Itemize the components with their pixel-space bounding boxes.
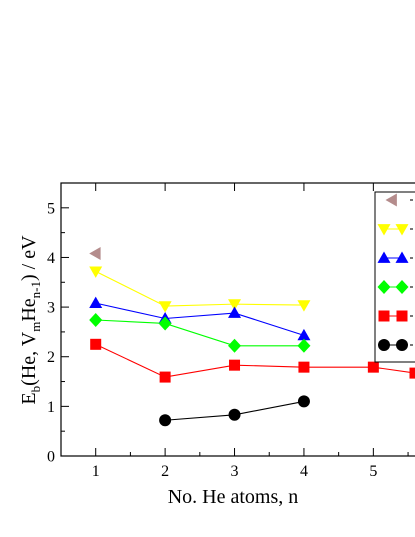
x-axis-title: No. He atoms, n [168,486,299,508]
legend-marker [395,224,409,236]
data-point [228,338,242,353]
y-tick-label: 5 [47,200,55,217]
ticks [60,183,409,457]
data-point [89,296,103,308]
x-tick-label: 5 [369,463,377,480]
y-tick-label: 3 [47,300,55,317]
data-point [159,414,172,427]
data-point [367,361,379,373]
y-tick-label: 0 [47,449,55,466]
legend-label-fragment [410,315,413,317]
legend-marker [377,280,391,294]
legend-marker [377,251,391,263]
data-point [159,371,171,383]
tick-labels: 1 2 3 4 5 0 1 2 3 4 5 [47,200,377,480]
data-point [89,312,103,327]
y-axis-title: Eb(He, VmHen-1) / eV [18,235,43,405]
legend-label-fragment [410,286,413,288]
legend-marker [396,310,408,322]
y-tick-label: 4 [47,250,55,267]
legend-label-fragment [410,228,413,230]
data-point [228,299,242,311]
legend [374,191,415,363]
series-line [95,270,304,307]
x-tick-label: 1 [92,463,100,480]
legend-marker [378,310,390,322]
series-markers [89,246,415,427]
legend-marker [395,251,409,263]
y-tick-label: 1 [47,399,55,416]
legend-label-fragment [410,257,413,259]
series-line [95,302,305,336]
data-point [158,316,172,331]
x-tick-label: 3 [231,463,239,480]
y-tick-label: 2 [47,349,55,366]
legend-marker [377,224,391,236]
legend-marker [378,339,390,351]
legend-label-fragment [410,344,413,346]
series-line [95,343,415,378]
data-point [297,395,310,408]
data-point [298,361,310,373]
plot-frame [60,182,415,457]
data-point [228,306,242,318]
data-point [89,266,103,278]
legend-marker [396,339,408,351]
x-tick-label: 4 [300,463,308,480]
legend-box [374,191,415,363]
data-point [158,301,172,313]
data-point [228,408,241,421]
data-point [90,338,102,350]
data-point [297,300,311,312]
data-point [229,359,241,371]
data-point [89,246,101,260]
data-point [409,367,415,379]
data-point [297,328,311,341]
x-tick-label: 2 [161,463,169,480]
series-lines [95,270,415,421]
legend-marker [395,280,409,294]
legend-marker [385,193,397,207]
series-line [95,319,304,347]
legend-label-fragment [410,199,413,201]
data-point [297,338,311,353]
